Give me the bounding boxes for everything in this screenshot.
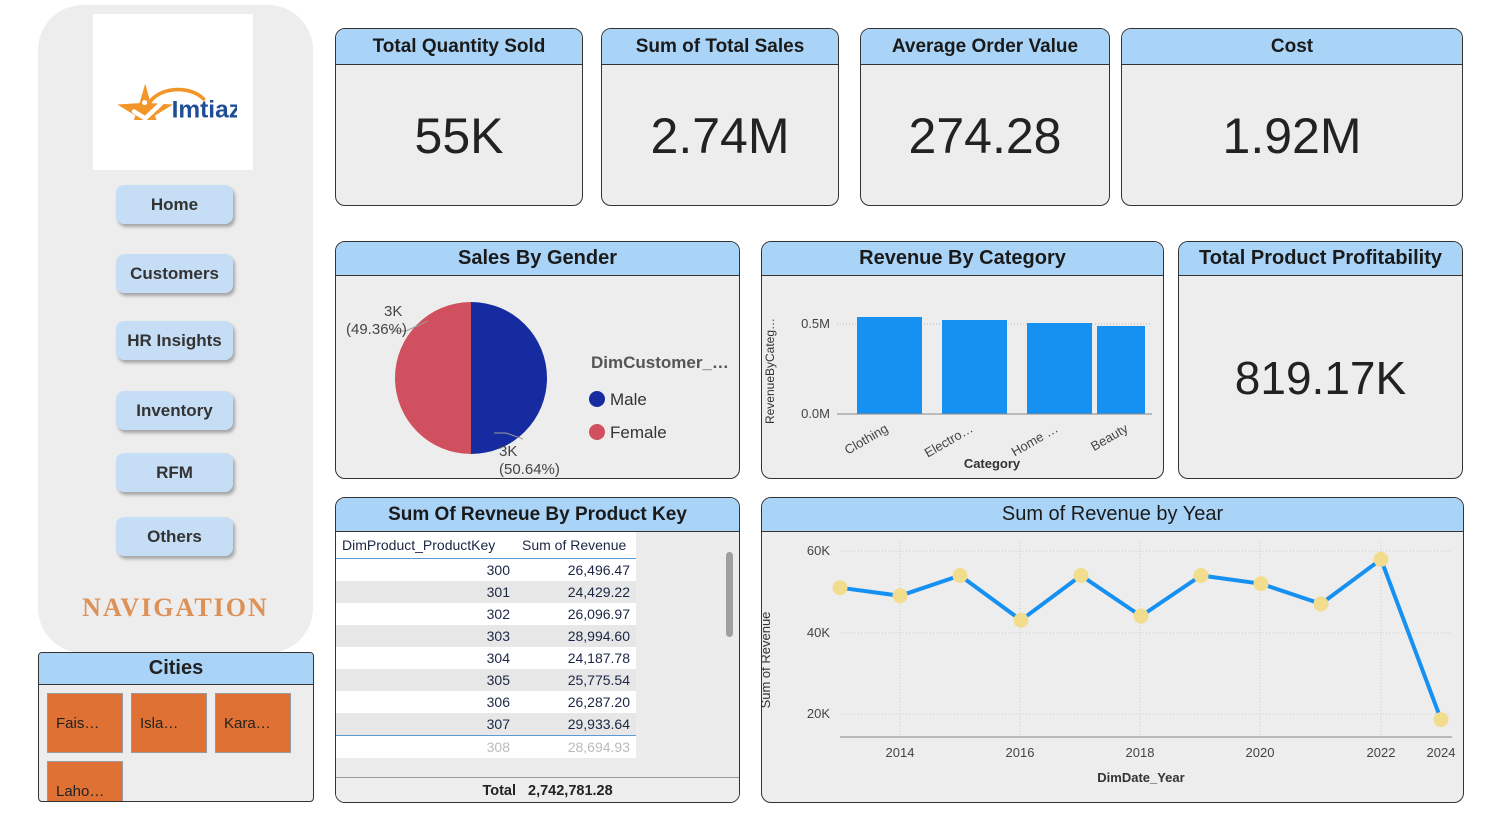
svg-text:(50.64%): (50.64%) — [499, 461, 560, 478]
svg-text:(49.36%): (49.36%) — [346, 321, 407, 338]
svg-text:40K: 40K — [807, 625, 830, 640]
svg-text:3K: 3K — [499, 443, 517, 460]
svg-text:20K: 20K — [807, 706, 830, 721]
svg-text:DimDate_Year: DimDate_Year — [1097, 770, 1184, 785]
svg-text:Male: Male — [610, 390, 647, 409]
svg-text:Home …: Home … — [1009, 421, 1061, 460]
svg-text:2014: 2014 — [886, 745, 915, 760]
svg-text:Imtiaz: Imtiaz — [172, 97, 237, 120]
svg-text:DimCustomer_…: DimCustomer_… — [591, 353, 729, 372]
svg-text:60K: 60K — [807, 543, 830, 558]
svg-text:0.5M: 0.5M — [801, 316, 830, 331]
svg-text:Female: Female — [610, 423, 667, 442]
svg-text:3K: 3K — [384, 303, 402, 320]
svg-text:2016: 2016 — [1006, 745, 1035, 760]
svg-text:2020: 2020 — [1246, 745, 1275, 760]
svg-text:Category: Category — [964, 456, 1021, 471]
svg-text:2018: 2018 — [1126, 745, 1155, 760]
svg-text:Beauty: Beauty — [1088, 420, 1131, 453]
svg-text:2022: 2022 — [1367, 745, 1396, 760]
svg-text:Electro…: Electro… — [922, 421, 976, 461]
svg-text:Clothing: Clothing — [842, 421, 891, 458]
svg-text:Sum of Revenue: Sum of Revenue — [762, 612, 773, 709]
svg-text:2024: 2024 — [1427, 745, 1456, 760]
svg-text:0.0M: 0.0M — [801, 406, 830, 421]
svg-text:RevenueByCateg…: RevenueByCateg… — [763, 318, 777, 424]
